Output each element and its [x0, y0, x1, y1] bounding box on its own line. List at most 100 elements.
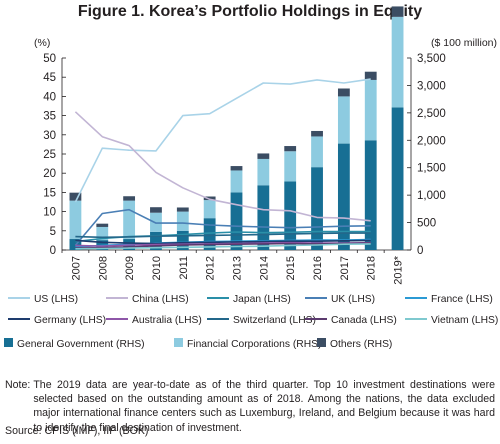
- bar-financial-corporations-rhs-2012: [203, 200, 216, 219]
- bar-others-rhs-2007: [69, 192, 82, 201]
- bar-financial-corporations-rhs-2013: [230, 170, 243, 193]
- bar-financial-corporations-rhs-2019: [391, 16, 404, 108]
- left-tick-label: 35: [43, 111, 56, 123]
- line-uk-lhs: [74, 208, 371, 246]
- bar-others-rhs-2011: [176, 207, 189, 212]
- bar-others-rhs-2013: [230, 166, 243, 171]
- legend-label-australia-lhs: Australia (LHS): [132, 315, 202, 326]
- bar-others-rhs-2010: [150, 207, 162, 213]
- chart-source: Source: CPIS (IMF), IIP (BOK): [5, 425, 149, 437]
- left-tick-label: 20: [43, 168, 56, 180]
- legend-label-china-lhs: China (LHS): [132, 294, 189, 305]
- bar-others-rhs-2019: [391, 6, 404, 17]
- x-tick-label: 2009: [124, 256, 136, 280]
- line-vietnam-lhs: [75, 243, 371, 250]
- left-tick-label: 15: [43, 187, 56, 199]
- x-tick-label: 2016: [312, 256, 324, 280]
- legend-label-general-government-rhs: General Government (RHS): [17, 339, 145, 350]
- legend-label-germany-lhs: Germany (LHS): [34, 315, 106, 326]
- legend-label-financial-corporations-rhs: Financial Corporations (RHS): [187, 339, 321, 350]
- chart-title: Figure 1. Korea’s Portfolio Holdings in …: [77, 3, 423, 20]
- bar-financial-corporations-rhs-2014: [257, 158, 270, 186]
- right-tick-label: 0: [417, 245, 423, 257]
- bar-financial-corporations-rhs-2017: [337, 96, 350, 144]
- bar-financial-corporations-rhs-2011: [176, 211, 189, 231]
- bar-general-government-rhs-2017: [337, 143, 350, 250]
- legend-label-others-rhs: Others (RHS): [330, 339, 392, 350]
- right-tick-label: 2,500: [417, 108, 446, 120]
- bar-financial-corporations-rhs-2016: [311, 136, 323, 168]
- bar-others-rhs-2016: [311, 130, 323, 137]
- bar-general-government-rhs-2010: [150, 231, 162, 250]
- legend-label-switzerland-lhs: Switzerland (LHS): [233, 315, 316, 326]
- line-canada-lhs: [75, 242, 371, 249]
- bar-general-government-rhs-2018: [364, 140, 377, 250]
- bar-financial-corporations-rhs-2007: [69, 200, 82, 240]
- x-tick-label: 2017: [339, 256, 351, 280]
- bar-others-rhs-2014: [257, 153, 270, 159]
- legend-swatch-others-rhs: [317, 338, 326, 347]
- chart-note: Note: The 2019 data are year-to-date as …: [5, 378, 495, 435]
- bar-general-government-rhs-2014: [257, 185, 270, 250]
- bar-others-rhs-2015: [284, 146, 297, 152]
- right-axis-label: ($ 100 million): [431, 37, 497, 49]
- x-tick-label: 2008: [97, 256, 109, 280]
- x-tick-label: 2010: [151, 256, 163, 280]
- line-germany-lhs: [75, 239, 371, 245]
- note-text: The 2019 data are year-to-date as of the…: [33, 379, 495, 434]
- left-axis-label: (%): [34, 37, 50, 49]
- right-tick-label: 1,000: [417, 190, 446, 202]
- legend-swatch-general-government-rhs: [4, 338, 13, 347]
- bar-financial-corporations-rhs-2009: [123, 200, 136, 240]
- bar-financial-corporations-rhs-2008: [96, 226, 109, 241]
- legend-label-uk-lhs: UK (LHS): [331, 294, 375, 305]
- left-tick-label: 10: [43, 207, 56, 219]
- legend: US (LHS) China (LHS) Japan (LHS) UK (LHS) Fr…: [4, 294, 498, 350]
- line-china-lhs: [74, 111, 371, 222]
- legend-label-vietnam-lhs: Vietnam (LHS): [431, 315, 498, 326]
- left-tick-label: 50: [43, 53, 56, 65]
- left-tick-label: 40: [43, 91, 56, 103]
- bar-general-government-rhs-2015: [284, 181, 297, 250]
- bar-others-rhs-2012: [203, 196, 216, 201]
- bar-general-government-rhs-2016: [311, 167, 323, 250]
- legend-label-japan-lhs: Japan (LHS): [233, 294, 291, 305]
- legend-swatch-financial-corporations-rhs: [174, 338, 183, 347]
- left-tick-label: 0: [50, 245, 56, 257]
- line-us-lhs: [74, 78, 371, 203]
- legend-label-france-lhs: France (LHS): [431, 294, 493, 305]
- axes: (%) ($ 100 million)0510152025303540455005…: [34, 37, 497, 285]
- left-tick-label: 45: [43, 72, 56, 84]
- bar-general-government-rhs-2013: [230, 192, 243, 250]
- x-tick-label: 2007: [70, 256, 82, 280]
- bar-financial-corporations-rhs-2015: [284, 151, 297, 182]
- bar-others-rhs-2009: [123, 196, 136, 201]
- legend-label-us-lhs: US (LHS): [34, 294, 78, 305]
- bar-general-government-rhs-2012: [203, 218, 216, 250]
- right-tick-label: 2,000: [417, 135, 446, 147]
- left-tick-label: 30: [43, 130, 56, 142]
- right-tick-label: 1,500: [417, 163, 446, 175]
- x-tick-label: 2012: [205, 256, 217, 280]
- left-tick-label: 5: [50, 226, 56, 238]
- x-tick-label: 2015: [285, 256, 297, 280]
- right-tick-label: 3,500: [417, 53, 446, 65]
- bar-general-government-rhs-2019: [391, 107, 404, 250]
- bar-others-rhs-2018: [364, 71, 377, 80]
- line-switzerland-lhs: [75, 232, 371, 239]
- bars-layer: [69, 6, 404, 250]
- left-tick-label: 25: [43, 149, 56, 161]
- bar-general-government-rhs-2011: [176, 230, 189, 250]
- right-tick-label: 3,000: [417, 80, 446, 92]
- x-tick-label: 2013: [232, 256, 244, 280]
- lines-layer: [74, 78, 371, 250]
- x-tick-label: 2014: [258, 256, 270, 280]
- x-tick-label: 2011: [178, 256, 190, 280]
- bar-others-rhs-2008: [96, 223, 109, 227]
- x-tick-label: 2019*: [393, 255, 405, 284]
- legend-label-canada-lhs: Canada (LHS): [331, 315, 397, 326]
- note-label: Note:: [5, 379, 31, 391]
- x-tick-label: 2018: [366, 256, 378, 280]
